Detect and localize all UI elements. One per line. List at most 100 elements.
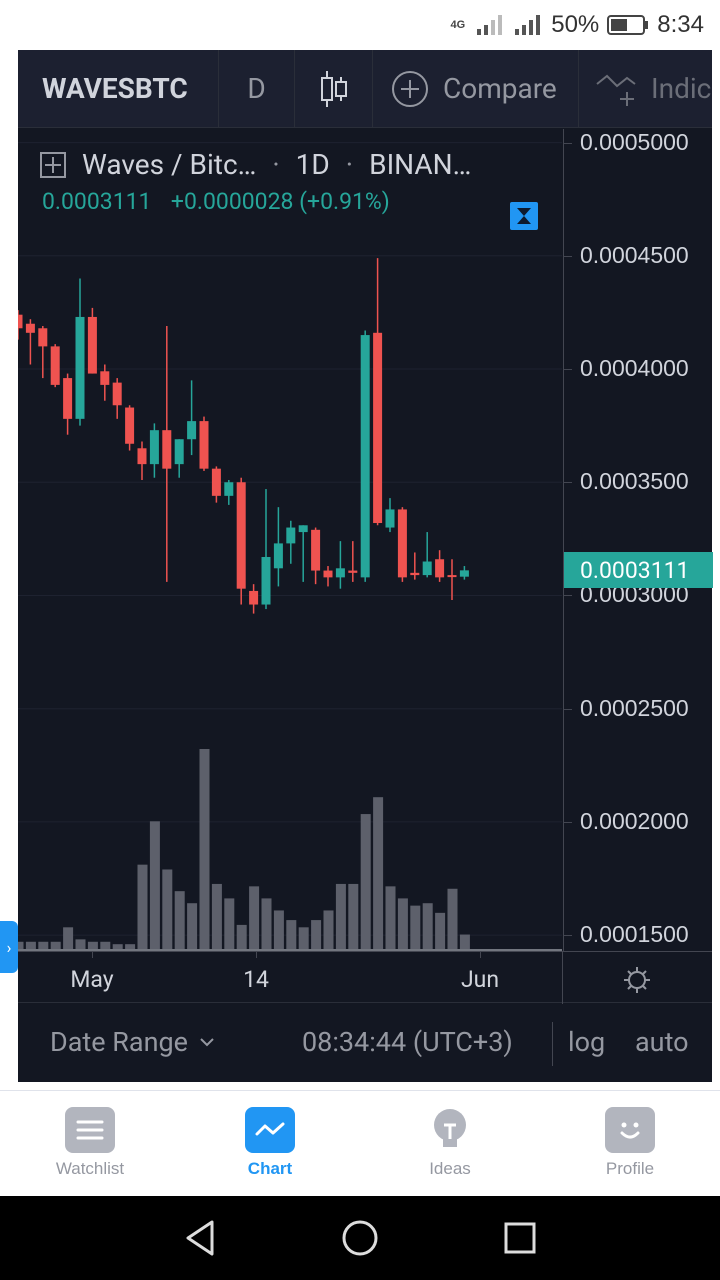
symbol-button[interactable]: WAVESBTC bbox=[18, 49, 219, 128]
volume-bar bbox=[422, 903, 433, 949]
volume-bar bbox=[100, 941, 111, 949]
compare-button[interactable]: Compare bbox=[373, 49, 579, 128]
volume-bar bbox=[18, 941, 24, 949]
candlestick-icon bbox=[320, 70, 347, 107]
list-icon bbox=[65, 1107, 115, 1153]
volume-bar bbox=[459, 934, 470, 949]
recents-icon[interactable] bbox=[502, 1218, 538, 1258]
volume-bar bbox=[261, 898, 272, 949]
volume-bar bbox=[385, 886, 396, 949]
volume-bar bbox=[286, 920, 297, 949]
volume-bar bbox=[199, 749, 210, 949]
legend-change: +0.0000028 (+0.91%) bbox=[170, 188, 390, 215]
volume-bar bbox=[38, 941, 49, 949]
nav-profile[interactable]: Profile bbox=[570, 1107, 690, 1179]
hourglass-icon bbox=[517, 208, 531, 224]
candle-body bbox=[137, 448, 147, 465]
volume-bar bbox=[236, 924, 247, 949]
price-tick bbox=[564, 255, 572, 257]
chart-type-button[interactable] bbox=[295, 49, 373, 128]
back-icon[interactable] bbox=[182, 1218, 218, 1258]
status-bar: 4G 50% 8:34 bbox=[0, 0, 720, 50]
chart-app: WAVESBTC D Compare Indic bbox=[18, 49, 713, 1082]
volume-bar bbox=[249, 886, 260, 949]
interval-button[interactable]: D bbox=[219, 49, 295, 128]
candle-body bbox=[112, 382, 122, 406]
add-symbol-icon[interactable] bbox=[40, 151, 66, 178]
indicators-label: Indic bbox=[651, 72, 712, 105]
candle-body bbox=[162, 430, 172, 469]
candle-body bbox=[360, 335, 370, 578]
nav-profile-label: Profile bbox=[605, 1159, 655, 1178]
price-tick bbox=[564, 821, 572, 823]
candle-body bbox=[63, 378, 73, 419]
volume-bar bbox=[224, 898, 235, 949]
price-tick bbox=[564, 482, 572, 484]
log-scale-toggle[interactable]: log bbox=[568, 1026, 606, 1058]
nav-ideas-label: Ideas bbox=[429, 1159, 471, 1178]
time-axis[interactable]: May 14 Jun bbox=[18, 951, 712, 1004]
network-type-label: 4G bbox=[450, 19, 466, 31]
candle-body bbox=[435, 559, 445, 578]
candle-body bbox=[298, 525, 308, 533]
time-label-may: May bbox=[70, 966, 114, 993]
volume-bar bbox=[397, 898, 408, 949]
chart-icon bbox=[245, 1107, 295, 1153]
nav-watchlist[interactable]: Watchlist bbox=[30, 1107, 150, 1179]
price-label: 0.0004500 bbox=[580, 241, 689, 268]
candle-body bbox=[100, 371, 110, 385]
candle-body bbox=[18, 314, 23, 329]
legend-interval: 1D bbox=[295, 148, 330, 181]
chart-toolbar: WAVESBTC D Compare Indic bbox=[18, 49, 712, 128]
volume-bar bbox=[348, 883, 359, 949]
home-icon[interactable] bbox=[340, 1218, 380, 1258]
price-label: 0.0002500 bbox=[580, 694, 689, 721]
candle-body bbox=[236, 482, 246, 589]
lightbulb-icon bbox=[425, 1107, 475, 1153]
volume-bar bbox=[410, 905, 421, 949]
date-range-label: Date Range bbox=[50, 1026, 188, 1058]
candle-body bbox=[348, 570, 358, 573]
candle-body bbox=[211, 468, 221, 496]
volume-bar bbox=[360, 814, 371, 949]
volume-bar bbox=[75, 939, 86, 949]
chevron-down-icon bbox=[200, 1038, 214, 1047]
candlestick-chart[interactable] bbox=[18, 129, 562, 951]
legend-price-change: 0.0003111 +0.0000028 (+0.91%) bbox=[42, 188, 390, 215]
price-tick bbox=[564, 595, 572, 597]
candle-body bbox=[447, 575, 457, 578]
candle-body bbox=[75, 316, 85, 419]
candle-body bbox=[410, 572, 420, 576]
price-scale[interactable]: 0.0005000 0.0004500 0.0004000 0.0003500 0.00… bbox=[563, 129, 713, 951]
candle-body bbox=[149, 430, 159, 465]
candle-body bbox=[50, 346, 60, 385]
clock-time: 8:34 bbox=[657, 11, 704, 38]
price-tick bbox=[564, 369, 572, 371]
auto-scale-toggle[interactable]: auto bbox=[635, 1026, 689, 1058]
chart-plot-area[interactable] bbox=[18, 129, 562, 951]
legend-title: Waves / Bitc… bbox=[82, 148, 257, 181]
collapse-legend-button[interactable] bbox=[510, 202, 538, 230]
legend-exchange: BINAN… bbox=[369, 148, 472, 181]
candle-body bbox=[261, 556, 271, 605]
candle-body bbox=[187, 421, 197, 440]
volume-bar bbox=[335, 883, 346, 949]
date-range-dropdown[interactable]: Date Range bbox=[50, 1026, 216, 1058]
volume-bar bbox=[174, 891, 185, 949]
drawing-panel-toggle[interactable]: › bbox=[0, 921, 18, 973]
candle-body bbox=[199, 421, 209, 469]
chart-bottom-bar: Date Range 08:34:44 (UTC+3) log auto bbox=[18, 1004, 712, 1082]
candle-body bbox=[311, 529, 321, 571]
volume-bar bbox=[137, 864, 148, 949]
indicators-button[interactable]: Indic bbox=[579, 50, 712, 128]
candle-body bbox=[174, 439, 184, 465]
timezone-clock[interactable]: 08:34:44 (UTC+3) bbox=[302, 1026, 513, 1058]
volume-bar bbox=[187, 903, 198, 949]
settings-gear-icon[interactable] bbox=[622, 965, 652, 995]
volume-bar bbox=[447, 888, 458, 949]
nav-chart-label: Chart bbox=[247, 1159, 293, 1178]
nav-watchlist-label: Watchlist bbox=[55, 1159, 125, 1178]
volume-bar bbox=[435, 912, 446, 949]
nav-ideas[interactable]: Ideas bbox=[390, 1107, 510, 1179]
nav-chart[interactable]: Chart bbox=[210, 1107, 330, 1179]
